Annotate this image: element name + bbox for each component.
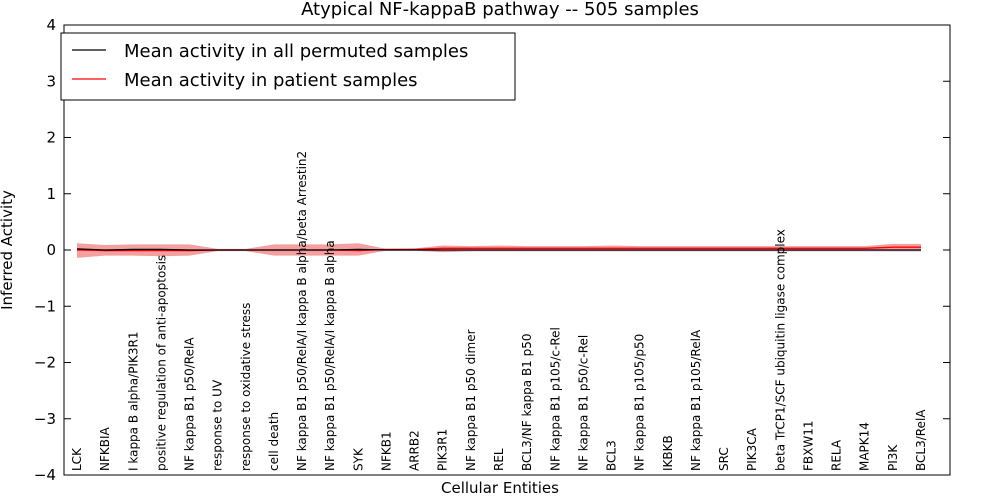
- y-tick-label: −2: [34, 354, 56, 372]
- category-label: NF kappa B1 p50/RelA: [183, 337, 197, 471]
- category-label: IKBKB: [661, 435, 675, 471]
- category-label: I kappa B alpha/PIK3R1: [126, 332, 140, 471]
- category-label: MAPK14: [858, 422, 872, 471]
- y-tick-label: 1: [46, 185, 56, 203]
- category-label: NF kappa B1 p105/p50: [633, 334, 647, 471]
- legend-box: [60, 32, 516, 101]
- category-label: BCL3/RelA: [914, 409, 928, 471]
- legend-label-permuted: Mean activity in all permuted samples: [124, 41, 468, 62]
- category-label: NF kappa B1 p105/c-Rel: [548, 327, 562, 471]
- y-tick-label: 0: [46, 241, 56, 259]
- category-label: ARRB2: [408, 430, 422, 471]
- category-label: SRC: [717, 447, 731, 471]
- category-label: NF kappa B1 p50/c-Rel: [576, 335, 590, 471]
- category-label: positive regulation of anti-apoptosis: [154, 255, 168, 471]
- category-label: NFKB1: [379, 431, 393, 471]
- category-label: FBXW11: [801, 421, 815, 472]
- y-tick-label: −4: [34, 466, 56, 484]
- x-axis-category-labels: LCK NFKBIA I kappa B alpha/PIK3R1 positive …: [70, 151, 928, 471]
- legend-label-patient: Mean activity in patient samples: [124, 70, 418, 91]
- y-axis-title: Inferred Activity: [0, 190, 16, 310]
- category-label: SYK: [351, 447, 365, 471]
- category-label: BCL3/NF kappa B1 p50: [520, 333, 534, 471]
- plot-area-frame: [63, 24, 951, 476]
- legend: Mean activity in all permuted samples Me…: [60, 32, 516, 101]
- category-label: BCL3: [605, 440, 619, 471]
- category-label: PI3K: [886, 444, 900, 471]
- y-tick-label: 2: [46, 129, 56, 147]
- x-axis-title: Cellular Entities: [441, 479, 559, 497]
- category-label: NF kappa B1 p50 dimer: [464, 329, 478, 471]
- y-tick-label: 3: [46, 72, 56, 90]
- category-label: NF kappa B1 p50/RelA/I kappa B alpha/bet…: [295, 151, 309, 471]
- series-lines: [76, 246, 921, 252]
- category-label: LCK: [70, 447, 84, 471]
- category-label: REL: [492, 448, 506, 471]
- category-label: PIK3CA: [745, 427, 759, 471]
- category-label: NF kappa B1 p105/RelA: [689, 329, 703, 471]
- permuted-mean-line: [76, 248, 921, 251]
- category-label: response to oxidative stress: [239, 303, 253, 471]
- category-label: PIK3R1: [436, 429, 450, 471]
- category-label: NF kappa B1 p50/RelA/I kappa B alpha: [323, 240, 337, 471]
- y-tick-label: −1: [34, 297, 56, 315]
- category-label: beta TrCP1/SCF ubiquitin ligase complex: [773, 229, 787, 471]
- y-axis-ticks: 4 3 2 1 0 −1 −2 −3 −4: [34, 16, 950, 484]
- y-tick-label: 4: [46, 16, 56, 34]
- category-label: response to UV: [211, 379, 225, 471]
- category-label: RELA: [830, 439, 844, 471]
- category-label: NFKBIA: [98, 426, 112, 471]
- category-label: cell death: [267, 412, 281, 471]
- y-tick-label: −3: [34, 410, 56, 428]
- chart-title: Atypical NF-kappaB pathway -- 505 sample…: [301, 0, 699, 20]
